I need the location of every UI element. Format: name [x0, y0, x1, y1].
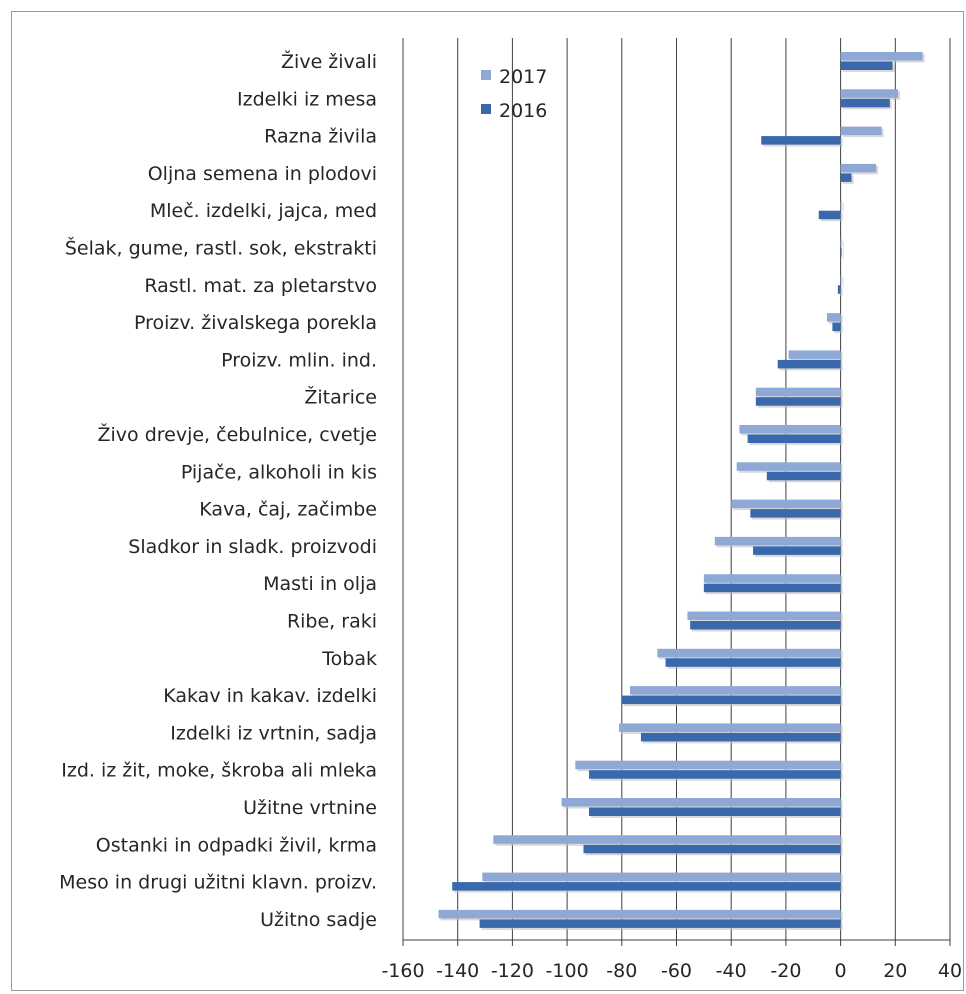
bar-2017	[630, 686, 841, 695]
x-tick-label: 0	[835, 960, 847, 982]
category-label: Rastl. mat. za pletarstvo	[144, 275, 377, 297]
category-label: Užitno sadje	[260, 909, 377, 931]
bar-2016	[766, 471, 841, 481]
bar-shadow	[842, 203, 844, 212]
x-tick-label: 40	[938, 960, 962, 982]
x-tick-label: -60	[661, 960, 692, 982]
bar-2017	[840, 126, 882, 136]
bar-2016	[665, 658, 841, 667]
x-tick-label: -160	[381, 960, 424, 982]
category-label: Izd. iz žit, moke, škroba ali mleka	[61, 760, 377, 782]
bar-2016	[777, 359, 841, 369]
x-tick-label: -140	[436, 960, 479, 982]
category-label: Razna živila	[264, 126, 377, 148]
bar-2017	[575, 760, 841, 770]
category-label: Užitne vrtnine	[243, 797, 377, 819]
bar-2017	[482, 872, 841, 882]
bar-2017	[739, 425, 841, 434]
category-label: Oljna semena in plodovi	[148, 163, 377, 185]
bar-2017	[657, 648, 841, 658]
bar-2016	[640, 732, 841, 742]
bar-shadow	[842, 250, 844, 259]
category-label: Šelak, gume, rastl. sok, ekstrakti	[65, 236, 377, 260]
category-label: Izdelki iz vrtnin, sadja	[170, 722, 377, 744]
legend-swatch-2017	[481, 70, 491, 80]
category-label: Kava, čaj, začimbe	[199, 499, 377, 521]
bar-2016	[832, 322, 841, 332]
bar-2017	[788, 350, 841, 359]
bar-2017	[438, 909, 841, 919]
x-tick-label: 20	[883, 960, 907, 982]
bar-2017	[840, 238, 842, 247]
x-tick-label: -20	[770, 960, 801, 982]
bar-2016	[840, 98, 890, 108]
bar-shadow	[842, 240, 844, 249]
bar-2017	[840, 275, 842, 285]
bar-2016	[840, 248, 842, 257]
category-label: Žitarice	[304, 386, 377, 409]
category-label: Mleč. izdelki, jajca, med	[150, 200, 377, 222]
bar-shadow	[839, 287, 843, 296]
bar-2017	[493, 835, 841, 844]
bar-2017	[703, 574, 841, 583]
bar-2017	[736, 462, 841, 471]
x-tick-label: -80	[606, 960, 637, 982]
bar-2016	[588, 807, 841, 816]
bar-2016	[747, 434, 841, 443]
category-label: Žive živali	[281, 50, 377, 73]
bar-2016	[621, 695, 841, 705]
bar-2017	[714, 536, 841, 546]
bar-2017	[731, 499, 841, 509]
bar-2016	[818, 210, 841, 220]
bar-2016	[588, 770, 841, 779]
x-tick-labels: -160 -140 -120 -100 -80 -60 -40 -20 0 20 40	[381, 960, 962, 982]
category-label: Živo drevje, čebulnice, cvetje	[98, 423, 378, 446]
category-label: Pijače, alkoholi in kis	[181, 461, 377, 483]
category-label: Meso in drugi užitni klavn. proizv.	[59, 872, 377, 894]
legend-swatch-2016	[481, 104, 491, 114]
legend-label-2017: 2017	[499, 66, 547, 88]
bar-2017	[840, 201, 842, 210]
legend: 2017 2016	[481, 66, 547, 122]
x-tick-label: -100	[546, 960, 589, 982]
category-label: Ribe, raki	[287, 611, 377, 633]
bar-2016	[840, 173, 852, 182]
bar-2016	[452, 882, 841, 891]
category-label: Proizv. živalskega porekla	[134, 312, 377, 334]
bar-2016	[703, 583, 841, 593]
legend-label-2016: 2016	[499, 100, 547, 122]
bar-2017	[840, 163, 877, 173]
bar-2017	[619, 723, 841, 732]
bar-2017	[755, 387, 841, 397]
category-label: Masti in olja	[263, 573, 377, 595]
bar-shadow	[842, 277, 844, 287]
category-label: Izdelki iz mesa	[237, 88, 377, 110]
category-labels: Žive živali Izdelki iz mesa Razna živila Ol…	[59, 50, 377, 931]
bar-2017	[687, 611, 841, 620]
category-label: Tobak	[321, 648, 377, 670]
category-label: Proizv. mlin. ind.	[221, 349, 377, 371]
bar-2016	[837, 285, 841, 294]
bar-2016	[755, 397, 841, 406]
gridlines	[402, 38, 951, 946]
bar-2016	[761, 136, 841, 145]
bar-2017	[840, 52, 923, 61]
bar-2017	[561, 798, 841, 807]
bar-2016	[840, 61, 893, 70]
category-label: Ostanki in odpadki živil, krma	[96, 834, 377, 856]
bar-2017	[840, 89, 899, 98]
bar-2016	[479, 919, 841, 928]
bars	[438, 52, 925, 930]
x-tick-label: -120	[491, 960, 534, 982]
category-label: Kakav in kakav. izdelki	[163, 685, 377, 707]
x-tick-label: -40	[716, 960, 747, 982]
bar-2016	[750, 509, 841, 518]
bar-2017	[826, 313, 841, 322]
category-label: Sladkor in sladk. proizvodi	[128, 536, 377, 558]
bar-2016	[690, 621, 841, 630]
bar-2016	[583, 844, 841, 854]
bar-2016	[753, 546, 841, 555]
